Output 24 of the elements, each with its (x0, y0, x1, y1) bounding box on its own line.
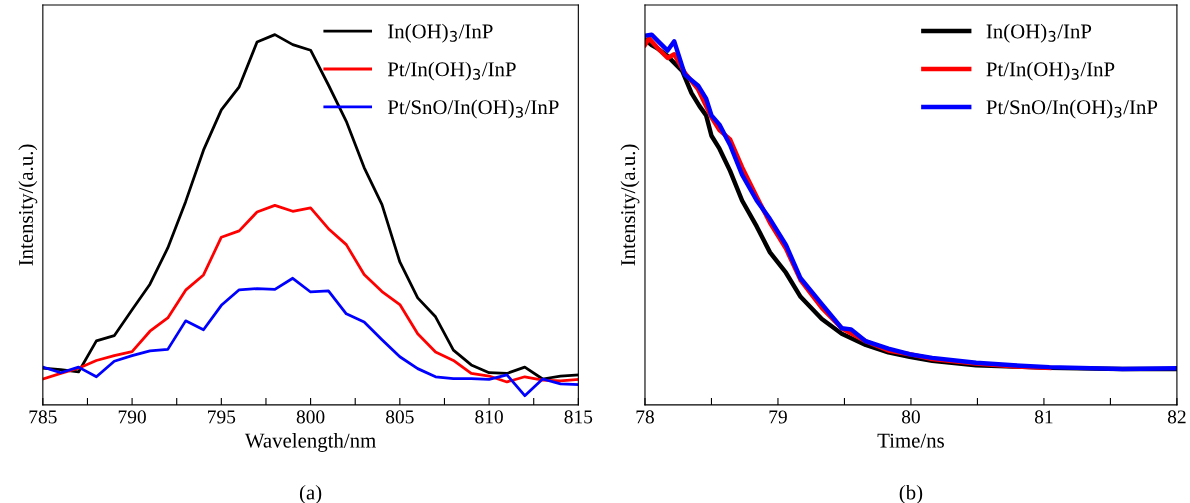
y-axis-title: Intensity/(a.u.) (620, 144, 640, 266)
x-tick-label: 80 (901, 410, 920, 424)
x-tick-label: 79 (769, 410, 787, 424)
x-tick-label: 810 (475, 410, 503, 424)
text: (a) (299, 484, 322, 503)
x-tick-label: 800 (296, 410, 325, 424)
x-tick-label: 785 (29, 410, 57, 424)
x-tick-label: 78 (636, 410, 654, 424)
legend-label: Pt/SnO/In(OH)$_{3}$/InP (986, 99, 1158, 119)
x-tick-label: 815 (564, 410, 593, 424)
x-tick-label: 790 (118, 410, 146, 424)
legend-label: Pt/SnO/In(OH)$_{3}$/InP (387, 99, 559, 119)
x-tick-label: 82 (1167, 410, 1186, 424)
text: (b) (899, 484, 923, 503)
y-axis-title: Intensity/(a.u.) (18, 144, 38, 266)
x-tick-label: 805 (386, 410, 414, 424)
legend-label: Pt/In(OH)$_{3}$/InP (387, 61, 516, 81)
x-tick-label: 795 (208, 410, 236, 424)
legend-label: In(OH)$_{3}$/InP (388, 23, 493, 43)
legend-label: Pt/In(OH)$_{3}$/InP (986, 61, 1115, 81)
x-tick-label: 81 (1034, 410, 1053, 424)
legend-label: In(OH)$_{3}$/InP (986, 23, 1092, 43)
x-axis-title: Wavelength/nm (244, 432, 376, 452)
x-axis-title: Time/ns (877, 433, 944, 448)
